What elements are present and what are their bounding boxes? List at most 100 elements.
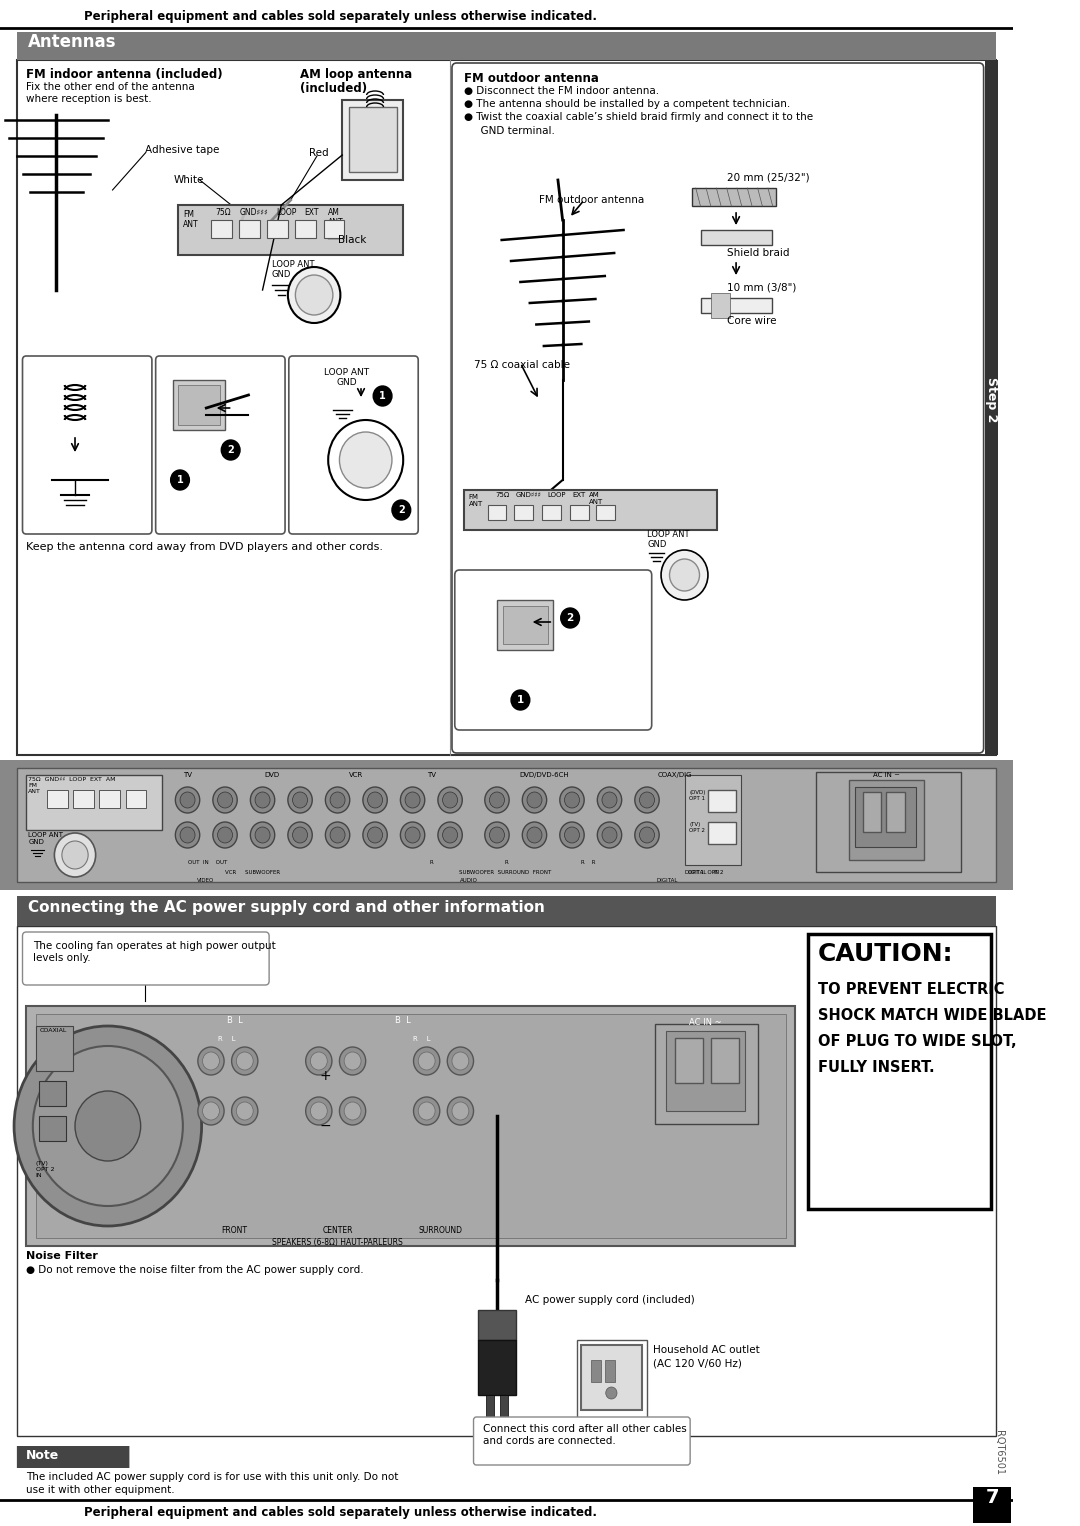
Circle shape xyxy=(231,1097,258,1125)
Circle shape xyxy=(231,1047,258,1074)
Bar xyxy=(17,926,996,1436)
Bar xyxy=(685,775,741,865)
Circle shape xyxy=(310,1051,327,1070)
Circle shape xyxy=(367,827,382,842)
Bar xyxy=(863,792,881,832)
Bar xyxy=(808,934,991,1209)
Circle shape xyxy=(175,787,200,813)
Circle shape xyxy=(418,1051,435,1070)
Text: LOOP ANT
GND: LOOP ANT GND xyxy=(28,832,63,845)
Circle shape xyxy=(62,841,89,868)
Text: and cords are connected.: and cords are connected. xyxy=(483,1436,616,1447)
Text: VCR     SUBWOOFER: VCR SUBWOOFER xyxy=(225,870,280,874)
Text: FM outdoor antenna: FM outdoor antenna xyxy=(539,195,645,204)
Circle shape xyxy=(670,559,700,591)
Bar xyxy=(478,1309,516,1340)
Circle shape xyxy=(339,1097,366,1125)
Bar xyxy=(855,787,916,847)
Text: Keep the antenna cord away from DVD players and other cords.: Keep the antenna cord away from DVD play… xyxy=(26,542,383,552)
Text: 10 mm (3/8"): 10 mm (3/8") xyxy=(727,282,796,291)
Bar xyxy=(500,1395,509,1424)
Circle shape xyxy=(198,1047,225,1074)
Bar xyxy=(596,505,616,520)
Circle shape xyxy=(325,787,350,813)
Text: B  L: B L xyxy=(395,1016,411,1025)
Text: Connecting the AC power supply cord and other information: Connecting the AC power supply cord and … xyxy=(28,900,545,916)
Bar xyxy=(605,1360,616,1383)
Bar xyxy=(708,790,737,812)
Circle shape xyxy=(330,792,346,807)
Circle shape xyxy=(602,792,617,807)
Text: GND♯♯♯: GND♯♯♯ xyxy=(516,491,542,497)
Circle shape xyxy=(392,501,410,520)
Circle shape xyxy=(203,1102,219,1120)
Circle shape xyxy=(437,823,462,848)
Circle shape xyxy=(32,1045,183,1206)
Text: DIGITAL    IN: DIGITAL IN xyxy=(685,870,718,874)
Bar xyxy=(125,790,146,807)
Text: 1: 1 xyxy=(379,391,386,401)
Text: FM indoor antenna (included): FM indoor antenna (included) xyxy=(26,69,222,81)
Circle shape xyxy=(203,1051,219,1070)
Circle shape xyxy=(661,549,708,600)
Circle shape xyxy=(171,470,189,490)
FancyBboxPatch shape xyxy=(17,1447,130,1468)
Circle shape xyxy=(251,787,274,813)
Text: LOOP ANT
GND: LOOP ANT GND xyxy=(324,368,369,388)
Circle shape xyxy=(306,1047,332,1074)
Text: AUDIO: AUDIO xyxy=(459,877,477,884)
Bar xyxy=(349,107,396,172)
Circle shape xyxy=(527,827,542,842)
Text: DVD/DVD-6CH: DVD/DVD-6CH xyxy=(519,772,569,778)
Circle shape xyxy=(414,1097,440,1125)
Circle shape xyxy=(288,787,312,813)
Text: 75Ω: 75Ω xyxy=(495,491,510,497)
Text: VIDEO: VIDEO xyxy=(197,877,214,884)
Circle shape xyxy=(288,267,340,324)
Circle shape xyxy=(437,787,462,813)
Bar xyxy=(701,230,772,246)
Bar xyxy=(985,60,998,755)
Bar xyxy=(849,780,923,861)
Circle shape xyxy=(175,823,200,848)
Bar xyxy=(542,505,561,520)
Circle shape xyxy=(345,1051,361,1070)
Text: White: White xyxy=(174,175,204,185)
Circle shape xyxy=(306,1097,332,1125)
FancyBboxPatch shape xyxy=(451,63,984,752)
FancyBboxPatch shape xyxy=(288,356,418,534)
Circle shape xyxy=(639,792,654,807)
Bar xyxy=(692,188,777,206)
Text: Noise Filter: Noise Filter xyxy=(26,1251,98,1260)
Circle shape xyxy=(339,432,392,488)
Text: FULLY INSERT.: FULLY INSERT. xyxy=(818,1061,934,1074)
Circle shape xyxy=(374,386,392,406)
Bar xyxy=(665,1032,745,1111)
Bar xyxy=(973,1486,1011,1523)
Circle shape xyxy=(451,1102,469,1120)
Bar xyxy=(26,1006,795,1247)
Text: (included): (included) xyxy=(300,82,367,95)
Text: Red: Red xyxy=(310,148,329,159)
Text: R    L: R L xyxy=(218,1036,237,1042)
Circle shape xyxy=(443,792,458,807)
Text: Peripheral equipment and cables sold separately unless otherwise indicated.: Peripheral equipment and cables sold sep… xyxy=(84,1506,597,1518)
Bar xyxy=(36,1013,786,1238)
Text: use it with other equipment.: use it with other equipment. xyxy=(26,1485,175,1495)
Text: R    L: R L xyxy=(413,1036,430,1042)
Bar xyxy=(267,220,288,238)
Text: GND terminal.: GND terminal. xyxy=(473,127,554,136)
Bar xyxy=(342,101,403,180)
Bar xyxy=(711,1038,739,1083)
Text: where reception is best.: where reception is best. xyxy=(26,95,152,104)
Bar xyxy=(178,204,403,255)
Text: RQT6501: RQT6501 xyxy=(994,1430,1003,1476)
Bar xyxy=(73,790,94,807)
Text: levels only.: levels only. xyxy=(32,954,91,963)
Circle shape xyxy=(559,823,584,848)
Circle shape xyxy=(213,823,238,848)
Text: 7: 7 xyxy=(985,1488,999,1508)
Bar xyxy=(464,490,717,530)
Text: OF PLUG TO WIDE SLOT,: OF PLUG TO WIDE SLOT, xyxy=(818,1035,1016,1048)
Bar xyxy=(295,220,316,238)
